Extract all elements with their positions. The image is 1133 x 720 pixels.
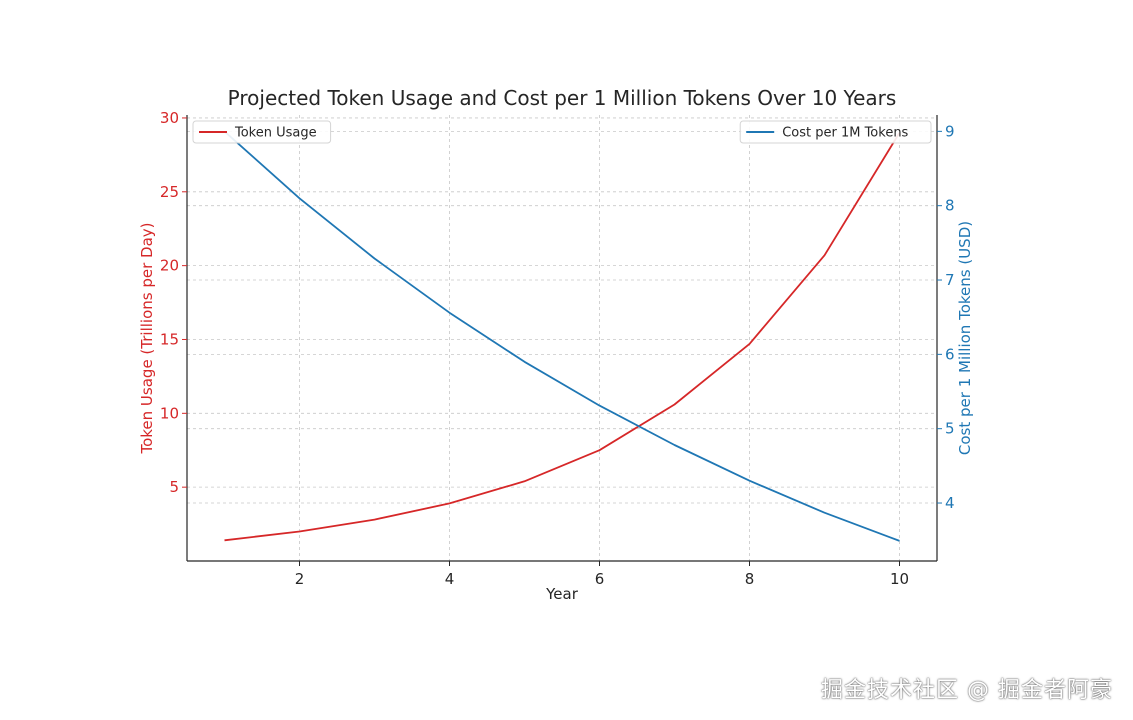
y-left-tick-label: 15 xyxy=(160,330,179,348)
legend-label: Cost per 1M Tokens xyxy=(782,126,908,141)
y-right-tick-label: 8 xyxy=(945,197,955,215)
y-left-tick-label: 5 xyxy=(169,478,179,496)
y-right-tick-label: 4 xyxy=(945,494,955,512)
y-left-tick-label: 20 xyxy=(160,257,179,275)
y-right-tick-label: 5 xyxy=(945,420,955,438)
y-axis-left-label: Token Usage (Trillions per Day) xyxy=(138,222,156,454)
chart-title: Projected Token Usage and Cost per 1 Mil… xyxy=(228,86,897,110)
ticks: 2 4 6 8 10 5 10 15 20 25 30 4 5 6 7 8 9 xyxy=(160,109,955,588)
y-left-tick-label: 25 xyxy=(160,183,179,201)
x-tick-label: 8 xyxy=(745,570,755,588)
series-line-cost-per-1m-tokens xyxy=(223,130,900,542)
legend-label: Token Usage xyxy=(234,126,317,141)
y-right-tick-label: 6 xyxy=(945,345,955,363)
series-line-token-usage xyxy=(224,132,901,542)
x-tick-label: 4 xyxy=(445,570,455,588)
legends: Token Usage Cost per 1M Tokens xyxy=(192,120,932,144)
y-left-tick-label: 30 xyxy=(160,109,179,127)
legend-box xyxy=(192,120,332,144)
grid xyxy=(187,115,937,561)
legend-box xyxy=(739,120,932,144)
legend-top-left: Token Usage xyxy=(192,120,332,144)
x-tick-label: 2 xyxy=(295,570,305,588)
y-right-tick-label: 9 xyxy=(945,122,955,140)
x-axis-label: Year xyxy=(545,585,579,603)
y-right-tick-label: 7 xyxy=(945,271,955,289)
series-lines xyxy=(223,130,901,542)
y-left-tick-label: 10 xyxy=(160,404,179,422)
legend-top-right: Cost per 1M Tokens xyxy=(739,120,932,144)
y-axis-right-label: Cost per 1 Million Tokens (USD) xyxy=(956,221,974,455)
watermark-text: 掘金技术社区 @ 掘金者阿豪 xyxy=(821,678,1113,703)
x-tick-label: 10 xyxy=(890,570,909,588)
x-tick-label: 6 xyxy=(595,570,605,588)
